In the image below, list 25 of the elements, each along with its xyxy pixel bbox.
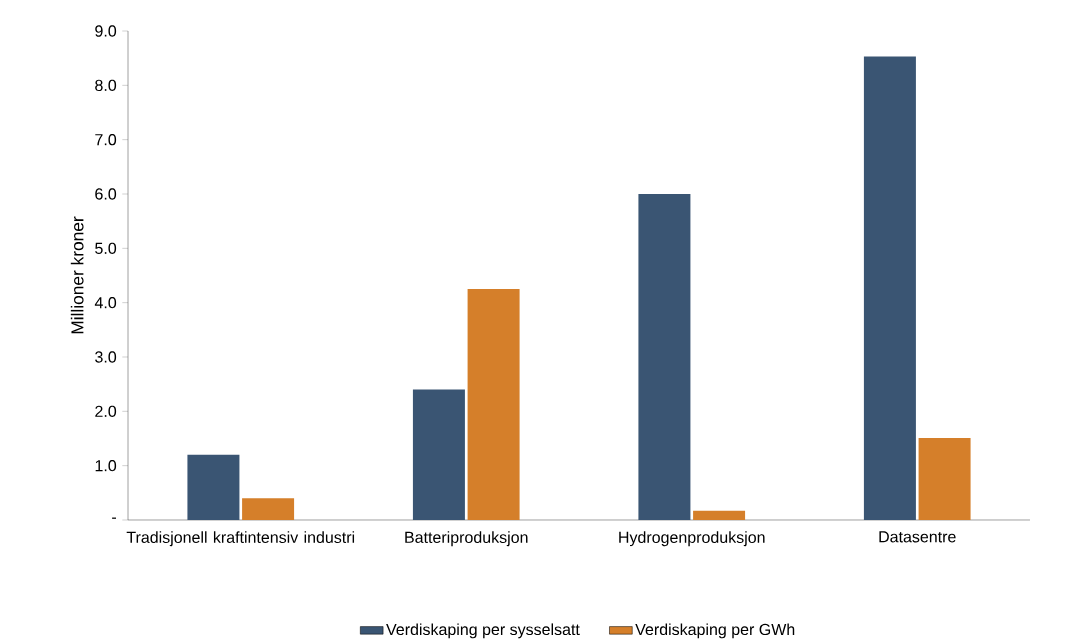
x-tick-label: Batteriproduksjon	[405, 531, 528, 547]
x-tick-label: Tradisjonell kraftintensiv industri	[126, 531, 355, 547]
y-tick-label: 5.0	[95, 242, 117, 254]
legend-label: Verdiskaping per sysselsatt	[386, 623, 580, 639]
y-tick-label: 2.0	[95, 405, 117, 417]
bar	[918, 437, 971, 520]
bar	[467, 289, 520, 520]
y-tick-label: 1.0	[95, 460, 117, 472]
y-tick-label: 7.0	[95, 134, 117, 146]
bar	[693, 510, 746, 520]
y-tick-label: 9.0	[95, 25, 117, 37]
bar	[242, 498, 295, 520]
bar	[638, 194, 691, 520]
bar	[412, 389, 465, 520]
x-tick-label: Hydrogenproduksjon	[619, 531, 765, 547]
x-tick-label: Datasentre	[879, 531, 956, 543]
y-tick-label: 8.0	[95, 79, 117, 91]
legend-label: Verdiskaping per GWh	[635, 623, 795, 639]
bar	[863, 56, 916, 520]
y-tick-label: -	[112, 517, 117, 519]
y-tick-label: 3.0	[95, 351, 117, 363]
y-axis-title: Millioner kroner	[70, 216, 84, 334]
bar	[187, 454, 240, 520]
y-tick-label: 6.0	[95, 188, 117, 200]
y-tick-label: 4.0	[94, 297, 117, 309]
